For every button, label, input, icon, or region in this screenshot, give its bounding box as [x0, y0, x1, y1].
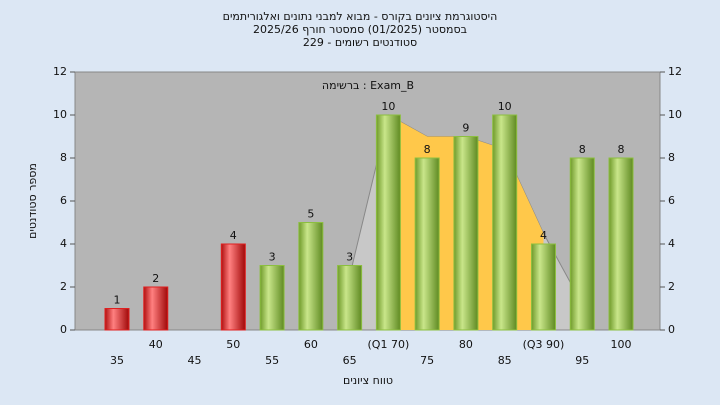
x-tick-label: 65	[343, 354, 357, 367]
x-tick-label: 35	[110, 354, 124, 367]
x-tick-label: (Q3 90)	[523, 338, 565, 351]
data-label: 10	[498, 100, 512, 113]
y-tick-label: 4	[60, 237, 67, 250]
x-tick-label: 95	[575, 354, 589, 367]
chart-title: היסטוגרמת ציונים בקורס - מבוא למבני נתונ…	[223, 10, 498, 23]
data-label: 3	[346, 251, 353, 264]
annotation: ברשימה : Exam_B	[322, 79, 414, 92]
bar	[143, 286, 169, 331]
x-tick-label: 55	[265, 354, 279, 367]
x-tick-label: 75	[420, 354, 434, 367]
x-tick-label: 50	[226, 338, 240, 351]
data-label: 8	[579, 143, 586, 156]
data-label: 10	[381, 100, 395, 113]
y-tick-label: 0	[60, 323, 67, 336]
y2-tick-label: 4	[668, 237, 675, 250]
bar	[375, 114, 401, 331]
y-axis-label: מספר סטודנטים	[26, 163, 39, 239]
x-axis-label: טווח ציונים	[343, 374, 393, 387]
bar	[298, 222, 324, 331]
x-tick-label: 85	[498, 354, 512, 367]
bar	[337, 265, 363, 331]
y-tick-label: 6	[60, 194, 67, 207]
bar	[453, 136, 479, 331]
y2-tick-label: 0	[668, 323, 675, 336]
x-tick-label: (Q1 70)	[368, 338, 410, 351]
data-label: 4	[230, 229, 237, 242]
y-tick-label: 10	[53, 108, 67, 121]
y-tick-label: 8	[60, 151, 67, 164]
x-tick-label: 40	[149, 338, 163, 351]
x-tick-label: 80	[459, 338, 473, 351]
bar	[414, 157, 440, 331]
bar	[259, 265, 285, 331]
y2-tick-label: 12	[668, 65, 682, 78]
y2-tick-label: 8	[668, 151, 675, 164]
bar	[492, 114, 518, 331]
data-label: 1	[114, 294, 121, 307]
x-tick-label: 100	[611, 338, 632, 351]
bar	[220, 243, 246, 331]
y2-tick-label: 10	[668, 108, 682, 121]
y-tick-label: 2	[60, 280, 67, 293]
y2-tick-label: 2	[668, 280, 675, 293]
bar	[569, 157, 595, 331]
data-label: 9	[462, 122, 469, 135]
bar	[530, 243, 556, 331]
x-tick-label: 60	[304, 338, 318, 351]
y-tick-label: 12	[53, 65, 67, 78]
data-label: 3	[269, 251, 276, 264]
bar	[608, 157, 634, 331]
chart-title: בסמסטר (01/2025) סמסטר חורף 2025/26	[253, 23, 467, 36]
data-label: 4	[540, 229, 547, 242]
data-label: 8	[618, 143, 625, 156]
chart-title: סטודנטים רשומים - 229	[303, 36, 417, 49]
data-label: 8	[424, 143, 431, 156]
data-label: 5	[307, 208, 314, 221]
bar	[104, 308, 130, 331]
data-label: 2	[152, 272, 159, 285]
y2-tick-label: 6	[668, 194, 675, 207]
x-tick-label: 45	[188, 354, 202, 367]
